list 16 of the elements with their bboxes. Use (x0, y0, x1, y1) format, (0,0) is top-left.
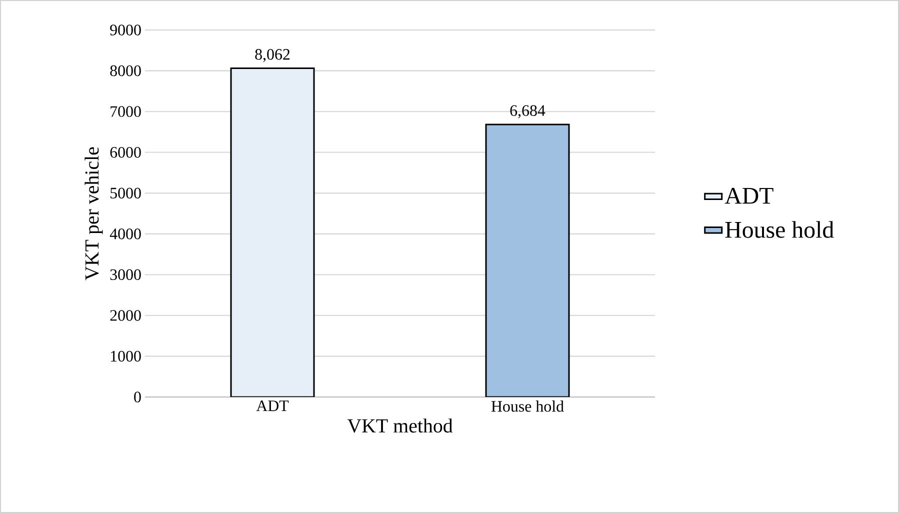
y-tick-label: 5000 (110, 188, 141, 198)
y-tick-label: 3000 (110, 269, 141, 280)
y-axis-title: VKT per vehicle (84, 147, 103, 280)
x-axis-title: VKT method (347, 418, 453, 433)
y-tick-label: 8000 (110, 65, 141, 76)
data-label: 6,684 (510, 105, 546, 118)
y-tick-label: 4000 (110, 228, 141, 240)
y-tick-label: 9000 (110, 24, 141, 36)
y-tick-label: 6000 (110, 146, 141, 158)
y-tick-label: 2000 (110, 310, 141, 321)
data-label: 8,062 (255, 49, 290, 62)
y-tick-label: 7000 (110, 106, 141, 117)
y-tick-label: 0 (134, 392, 141, 402)
legend-label: ADT (724, 188, 774, 204)
legend-label: House hold (725, 221, 834, 238)
y-tick-label: 1000 (111, 350, 141, 362)
